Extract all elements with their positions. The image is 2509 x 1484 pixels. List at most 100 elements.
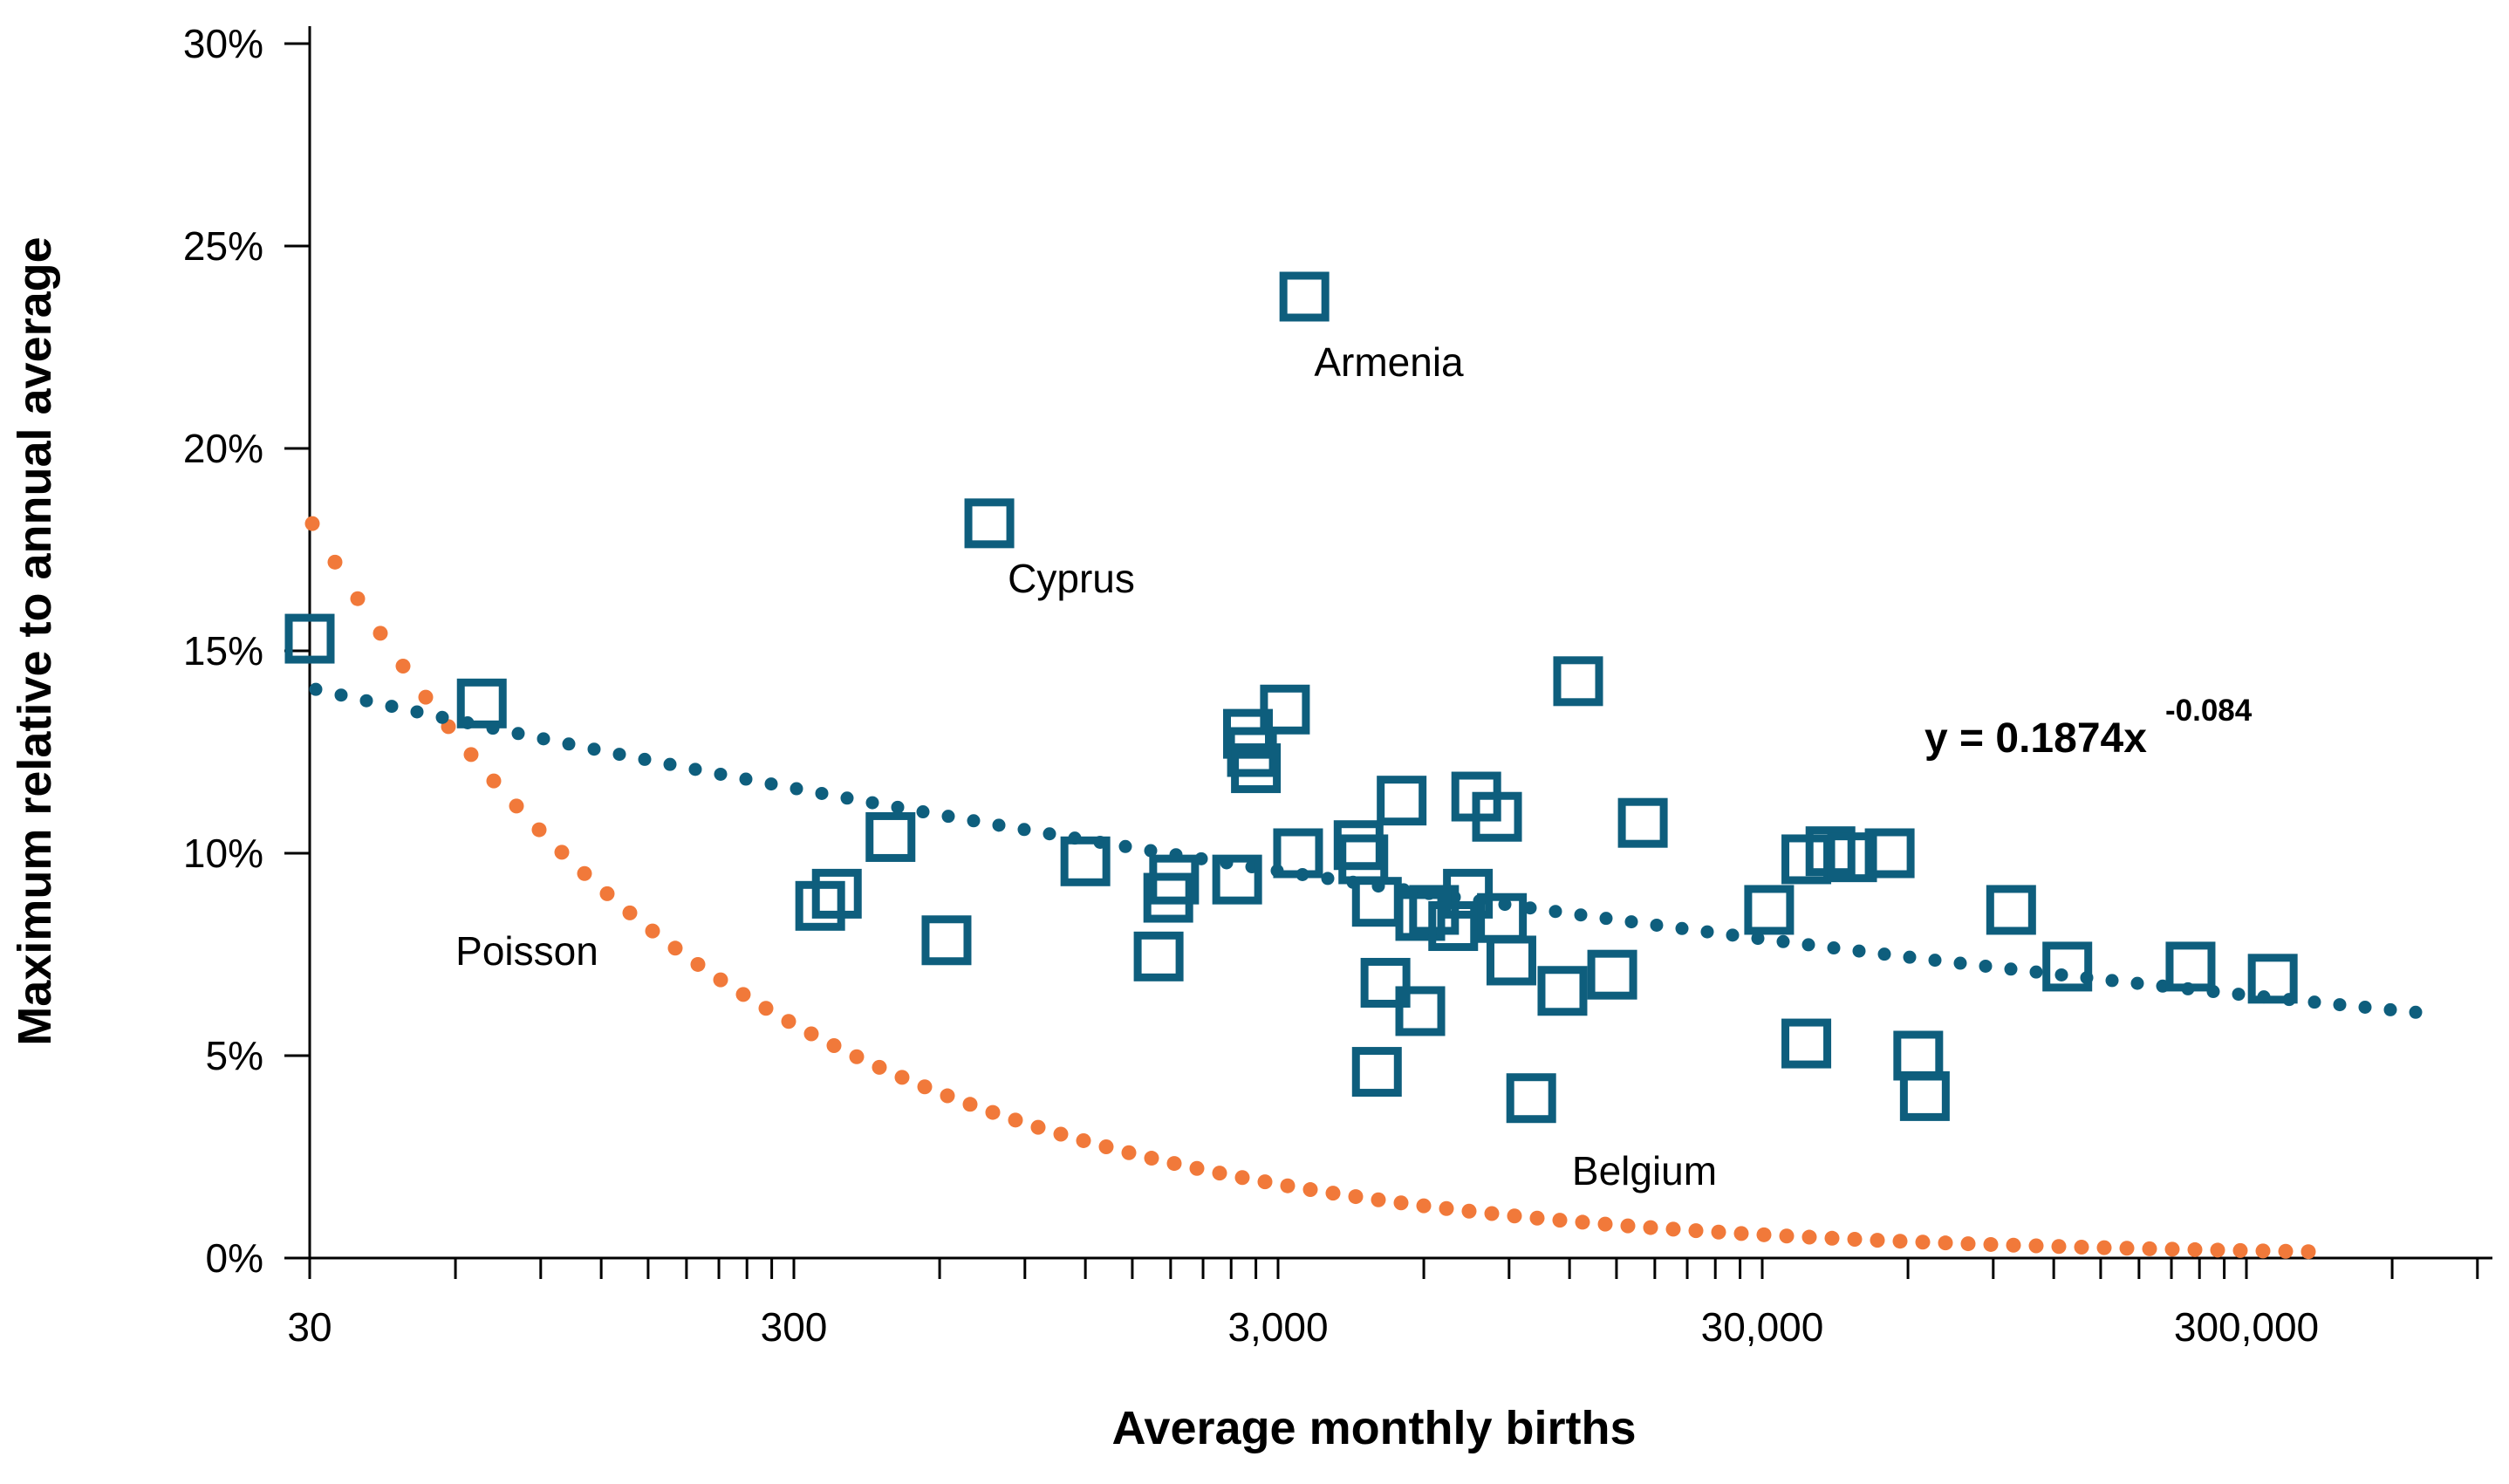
poisson-curve-dot: [327, 554, 343, 570]
y-axis-tick-label: 15%: [183, 628, 263, 674]
country-marker: [921, 915, 972, 966]
country-marker: [1149, 854, 1200, 905]
axes-layer: 0% 5% 10% 15% 20% 25% 30% 30 300 3,000 30,000 300,0…: [183, 21, 2492, 1350]
annotations-layer: Armenia Cyprus Belgium Poisson: [455, 339, 1717, 1193]
trendline-dot: [941, 810, 955, 824]
trendline-dot: [2105, 974, 2119, 988]
trendline-dot: [714, 767, 728, 781]
poisson-curve-dot: [894, 1070, 910, 1085]
poisson-curve-dot: [758, 1001, 774, 1016]
poisson-curve-dot: [1960, 1236, 1976, 1252]
poisson-curve-dot: [1121, 1145, 1137, 1160]
poisson-curve-dot: [395, 658, 411, 674]
country-marker: [1472, 791, 1522, 842]
trendline-dot: [916, 805, 930, 819]
poisson-curve-dot: [350, 591, 366, 606]
poisson-curve-dot: [2051, 1239, 2067, 1255]
poisson-curve-layer: [304, 516, 2316, 1260]
country-marker: [1553, 656, 1603, 707]
poisson-curve-dot: [1643, 1220, 1658, 1235]
poisson-curve-dot: [645, 923, 660, 939]
country-marker: [811, 868, 862, 919]
poisson-curve-dot: [1008, 1112, 1023, 1128]
poisson-curve-dot: [1166, 1156, 1182, 1172]
poisson-curve-dot: [803, 1026, 819, 1042]
poisson-curve-dot: [735, 987, 751, 1002]
country-marker: [1781, 1018, 1832, 1069]
trendline-dot: [2130, 976, 2144, 990]
country-marker: [865, 811, 916, 862]
poisson-curve-dot: [2187, 1241, 2203, 1257]
poisson-curve-dot: [1915, 1234, 1931, 1250]
country-marker: [1333, 820, 1384, 871]
country-marker: [284, 613, 335, 664]
trendline-dot: [2383, 1002, 2397, 1016]
poisson-curve-dot: [1711, 1224, 1726, 1240]
poisson-curve-dot: [1892, 1234, 1908, 1249]
x-axis-tick-label: 30,000: [1701, 1304, 1824, 1350]
country-marker-cyprus: [964, 498, 1015, 549]
y-axis-tick-label: 25%: [183, 223, 263, 269]
trendline-dot: [1751, 932, 1765, 946]
country-marker: [1360, 957, 1411, 1008]
country-marker-belgium: [1506, 1073, 1556, 1124]
poisson-curve-dot: [1688, 1223, 1704, 1239]
x-axis-tick-label: 30: [287, 1304, 332, 1350]
poisson-label: Poisson: [455, 928, 598, 974]
poisson-curve-dot: [1779, 1228, 1795, 1244]
poisson-curve-dot: [418, 689, 434, 705]
poisson-curve-dot: [554, 845, 570, 860]
x-axis-tick-label: 3,000: [1227, 1304, 1328, 1350]
poisson-curve-dot: [1257, 1174, 1273, 1190]
trendline-dot: [1827, 941, 1841, 955]
poisson-curve-dot: [1144, 1151, 1159, 1166]
trendline-dot: [739, 772, 753, 786]
poisson-curve-dot: [1212, 1166, 1227, 1181]
trendline-dot: [1118, 839, 1132, 853]
trendline-dot: [1650, 918, 1664, 932]
country-marker: [1060, 836, 1111, 886]
trendline-dot: [790, 782, 803, 796]
poisson-curve-dot: [2119, 1241, 2135, 1256]
trendline-dot: [587, 742, 601, 756]
trendline-dot: [2358, 1001, 2372, 1015]
trendline-dot: [1979, 959, 1993, 973]
poisson-curve-dot: [1552, 1213, 1568, 1228]
trend-equation-exponent: -0.084: [2165, 694, 2253, 728]
country-marker: [795, 880, 845, 931]
country-marker: [1231, 743, 1282, 794]
poisson-curve-dot: [1938, 1235, 1953, 1251]
poisson-curve-dot: [826, 1037, 842, 1053]
trendline-dot: [865, 796, 879, 810]
poisson-curve-dot: [531, 822, 547, 838]
trendline-dot: [1801, 938, 1815, 952]
poisson-curve-dot: [1234, 1170, 1250, 1186]
x-axis-tick-label: 300: [761, 1304, 828, 1350]
poisson-curve-dot: [2164, 1241, 2180, 1257]
country-marker: [1273, 828, 1323, 879]
country-marker: [1133, 931, 1184, 981]
trendline-dot: [638, 752, 652, 766]
trendline-dot: [840, 791, 854, 805]
poisson-curve-dot: [1280, 1178, 1296, 1193]
poisson-curve-dot: [1030, 1119, 1046, 1135]
poisson-curve-dot: [872, 1059, 887, 1075]
y-axis-tick-label: 20%: [183, 426, 263, 471]
trendline-dot: [537, 732, 550, 746]
poisson-curve-dot: [690, 956, 706, 972]
poisson-curve-dot: [1053, 1126, 1069, 1142]
trendline-dot: [1675, 921, 1689, 935]
country-marker: [1260, 684, 1310, 735]
poisson-curve-dot: [2142, 1241, 2157, 1256]
poisson-curve-dot: [1620, 1218, 1636, 1234]
trendline-dot: [2004, 962, 2018, 976]
poisson-curve-dot: [917, 1079, 933, 1095]
trendline-dot: [992, 818, 1006, 832]
poisson-curve-dot: [962, 1097, 978, 1112]
poisson-curve-dot: [1665, 1221, 1681, 1237]
poisson-curve-dot: [1098, 1139, 1114, 1155]
poisson-curve-dot: [2028, 1238, 2044, 1254]
trendline-dot: [764, 777, 778, 791]
country-marker: [1827, 832, 1877, 883]
